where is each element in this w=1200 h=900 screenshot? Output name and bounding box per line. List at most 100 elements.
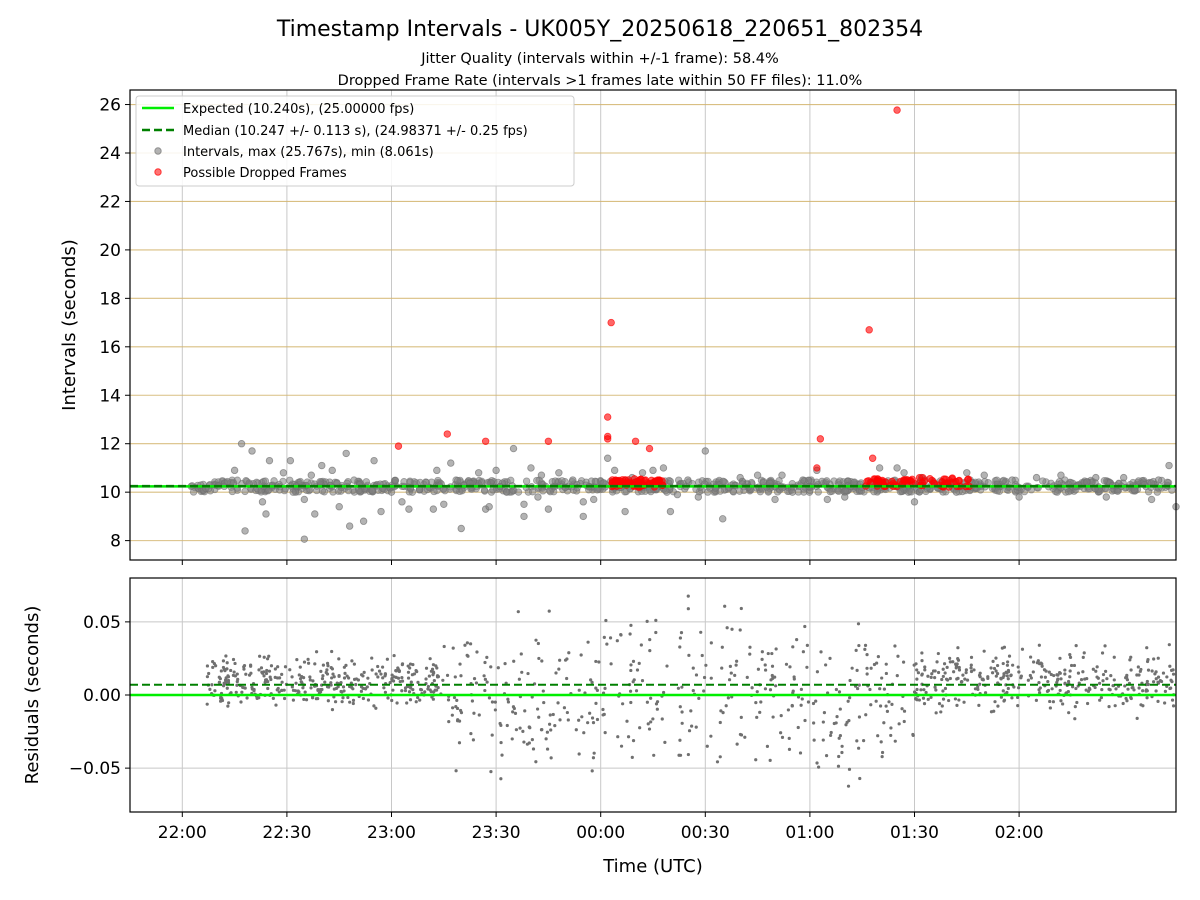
residual-point bbox=[885, 709, 890, 713]
residual-point bbox=[786, 708, 790, 712]
residual-point bbox=[370, 656, 374, 660]
residual-point bbox=[838, 707, 842, 711]
residual-point bbox=[1068, 652, 1072, 657]
residual-point bbox=[848, 696, 852, 700]
interval-point bbox=[318, 461, 326, 470]
residual-point bbox=[205, 702, 209, 706]
interval-point bbox=[569, 476, 577, 484]
residual-point bbox=[957, 668, 962, 672]
x-tick-label: 23:30 bbox=[472, 823, 521, 843]
residual-point bbox=[948, 656, 952, 660]
legend-intervals-label: Intervals, max (25.767s), min (8.061s) bbox=[183, 145, 434, 160]
residual-point bbox=[798, 751, 803, 755]
residual-point bbox=[933, 685, 937, 689]
residual-point bbox=[320, 677, 325, 681]
interval-point bbox=[430, 487, 438, 496]
dropped-frame-point bbox=[481, 437, 490, 445]
residual-point bbox=[412, 672, 417, 676]
residual-point bbox=[1043, 675, 1047, 679]
residual-point bbox=[884, 662, 888, 666]
residual-point bbox=[336, 685, 340, 689]
residual-point bbox=[709, 734, 713, 738]
residual-point bbox=[1101, 672, 1106, 677]
residual-point bbox=[654, 702, 659, 706]
residual-point bbox=[1046, 688, 1051, 693]
residual-point bbox=[631, 739, 636, 743]
interval-point bbox=[237, 440, 246, 448]
residual-point bbox=[933, 676, 937, 680]
interval-point bbox=[659, 464, 668, 472]
residual-point bbox=[1038, 691, 1042, 695]
residual-point bbox=[302, 676, 306, 680]
residual-point bbox=[788, 665, 792, 669]
residual-point bbox=[803, 718, 807, 723]
residual-point bbox=[962, 700, 966, 704]
residual-point bbox=[266, 686, 270, 691]
residual-point bbox=[1109, 674, 1113, 678]
residual-point bbox=[822, 711, 827, 715]
residual-point bbox=[400, 662, 405, 666]
residual-point bbox=[432, 678, 436, 683]
residual-point bbox=[457, 741, 462, 745]
residual-point bbox=[704, 663, 708, 667]
residual-point bbox=[754, 700, 758, 705]
interval-point bbox=[1039, 477, 1047, 485]
residual-point bbox=[282, 688, 286, 692]
residual-point bbox=[343, 671, 347, 675]
residual-point bbox=[1139, 667, 1143, 672]
residual-point bbox=[388, 681, 392, 685]
residual-point bbox=[1011, 663, 1015, 667]
residual-point bbox=[551, 712, 555, 717]
legend-box bbox=[135, 95, 575, 187]
residual-point bbox=[863, 643, 868, 647]
residual-point bbox=[1111, 684, 1115, 688]
residual-point bbox=[900, 707, 904, 711]
residual-point bbox=[221, 659, 226, 663]
residual-point bbox=[1081, 670, 1085, 674]
residual-point bbox=[756, 667, 761, 671]
residual-point bbox=[616, 735, 620, 739]
residual-point bbox=[264, 678, 269, 682]
residual-point bbox=[434, 688, 439, 692]
residual-point bbox=[834, 687, 838, 692]
residual-point bbox=[922, 688, 926, 692]
residual-point bbox=[1165, 675, 1169, 679]
residual-point bbox=[323, 680, 327, 684]
residual-point bbox=[824, 663, 828, 667]
residual-point bbox=[972, 668, 976, 672]
residual-point bbox=[556, 701, 560, 705]
residual-point bbox=[1040, 664, 1044, 668]
interval-point bbox=[1165, 461, 1173, 470]
interval-point bbox=[771, 495, 779, 504]
residuals-y-ticks: 0.05 0.00 −0.05 bbox=[69, 613, 130, 779]
residual-point bbox=[889, 733, 893, 738]
residual-point bbox=[768, 688, 773, 692]
interval-point bbox=[893, 464, 901, 472]
residual-point bbox=[226, 675, 231, 679]
residual-point bbox=[680, 710, 684, 714]
residual-point bbox=[912, 690, 917, 694]
residual-point bbox=[1114, 687, 1118, 691]
residual-point bbox=[390, 698, 394, 703]
residual-point bbox=[995, 663, 1000, 668]
residual-point bbox=[763, 687, 768, 691]
residual-point bbox=[408, 666, 412, 670]
residual-point bbox=[926, 697, 930, 701]
residual-point bbox=[354, 683, 358, 687]
dropped-frame-point bbox=[952, 477, 960, 486]
residual-point bbox=[699, 630, 703, 634]
interval-point bbox=[537, 471, 546, 479]
residual-point bbox=[952, 670, 956, 674]
residual-point bbox=[816, 765, 821, 769]
interval-point bbox=[441, 486, 449, 495]
residual-point bbox=[1034, 698, 1038, 702]
residual-point bbox=[897, 722, 901, 726]
residual-point bbox=[472, 677, 477, 681]
residual-point bbox=[621, 702, 625, 706]
residual-point bbox=[1056, 677, 1060, 681]
residual-point bbox=[857, 643, 861, 648]
interval-point bbox=[579, 498, 587, 506]
residual-point bbox=[1073, 717, 1077, 721]
residual-point bbox=[211, 660, 215, 664]
residual-point bbox=[590, 716, 595, 720]
